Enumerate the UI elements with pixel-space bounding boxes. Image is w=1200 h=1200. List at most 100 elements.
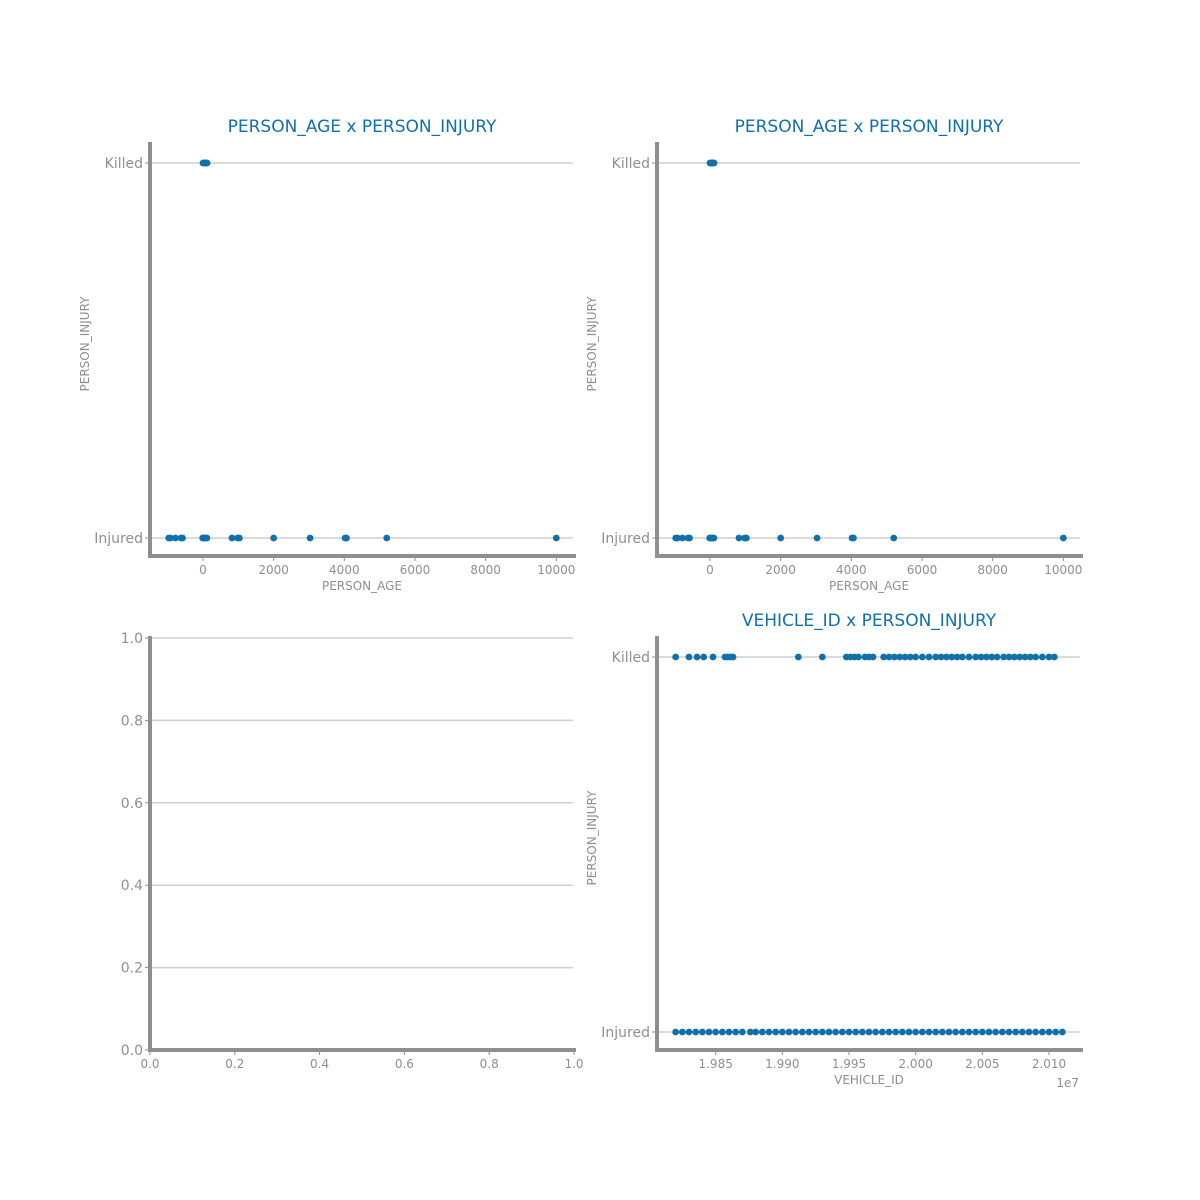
scatter-point (692, 1028, 700, 1036)
scatter-point (854, 653, 862, 661)
scatter-point (772, 1028, 780, 1036)
y-tick-label: 0.4 (121, 878, 143, 894)
y-tick-label: Injured (601, 531, 650, 547)
x-tick-label: 1.995 (832, 1057, 866, 1071)
scatter-point (937, 653, 945, 661)
x-tick-label: 2.010 (1032, 1057, 1066, 1071)
scatter-point (958, 653, 966, 661)
y-axis-label: PERSON_INJURY (585, 790, 599, 886)
y-tick-label: 1.0 (121, 631, 143, 647)
scatter-point (725, 1028, 733, 1036)
scatter-point (890, 534, 898, 542)
x-tick-label: 4000 (329, 563, 360, 577)
scatter-point (982, 653, 990, 661)
scatter-point (1010, 653, 1018, 661)
scatter-point (942, 653, 950, 661)
scatter-point (845, 1028, 853, 1036)
scatter-point (698, 1028, 706, 1036)
scatter-point (383, 534, 391, 542)
scatter-point (978, 1028, 986, 1036)
x-tick-label: 1.990 (765, 1057, 799, 1071)
scatter-point (972, 653, 980, 661)
scatter-point (958, 1028, 966, 1036)
scatter-point (1032, 1028, 1040, 1036)
scatter-point (693, 653, 701, 661)
y-tick-label: Killed (612, 650, 650, 666)
scatter-point (896, 653, 904, 661)
scatter-point (953, 653, 961, 661)
scatter-point (685, 653, 693, 661)
scatter-point (792, 1028, 800, 1036)
chart-title: PERSON_AGE x PERSON_INJURY (228, 117, 497, 137)
scatter-point (1000, 653, 1008, 661)
scatter-point (794, 653, 802, 661)
scatter-point (890, 653, 898, 661)
x-tick-label: 0 (199, 563, 207, 577)
scatter-point (858, 1028, 866, 1036)
y-axis-label: PERSON_INJURY (78, 296, 92, 392)
scatter-point (885, 653, 893, 661)
scatter-point (1052, 1028, 1060, 1036)
scatter-point (1005, 653, 1013, 661)
scatter-point (1045, 1028, 1053, 1036)
scatter-point (865, 1028, 873, 1036)
x-tick-label: 1.985 (698, 1057, 732, 1071)
scatter-point (1021, 653, 1029, 661)
scatter-point (172, 534, 179, 542)
scatter-point (203, 534, 211, 542)
scatter-point (678, 1028, 686, 1036)
scatter-point (965, 1028, 973, 1036)
scatter-point (1025, 1028, 1033, 1036)
scatter-point (872, 1028, 880, 1036)
y-tick-label: 0.6 (121, 796, 143, 812)
scatter-point (778, 1028, 786, 1036)
x-tick-label: 0.0 (140, 1057, 159, 1071)
scatter-point (912, 1028, 920, 1036)
scatter-point (179, 534, 186, 542)
scatter-point (852, 1028, 860, 1036)
scatter-point (686, 534, 693, 542)
scatter-point (972, 1028, 980, 1036)
scatter-point (167, 534, 174, 542)
scatter-point (892, 1028, 900, 1036)
scatter-point (798, 1028, 806, 1036)
y-tick-label: 0.2 (121, 961, 143, 977)
scatter-point (988, 653, 996, 661)
x-tick-label: 2.000 (898, 1057, 932, 1071)
x-tick-label: 1.0 (564, 1057, 583, 1071)
x-tick-label: 6000 (400, 563, 431, 577)
scatter-point (672, 1028, 680, 1036)
scatter-point (818, 1028, 826, 1036)
scatter-point (235, 534, 243, 542)
x-tick-label: 0 (706, 563, 714, 577)
scatter-point (1050, 653, 1058, 661)
scatter-point (850, 534, 857, 542)
subplot-2: Injured Killed 0 2000 4000 6000 8000 10000 PERSO… (585, 117, 1083, 593)
subplot-1: Injured Killed 0 2000 4000 6000 8000 10000 PERSO… (78, 117, 576, 593)
scatter-point (925, 1028, 933, 1036)
chart-title: VEHICLE_ID x PERSON_INJURY (742, 611, 997, 631)
scatter-point (203, 159, 211, 167)
y-tick-label: Killed (612, 156, 650, 172)
scatter-point (732, 1028, 740, 1036)
scatter-point (1005, 1028, 1013, 1036)
y-tick-label: 0.0 (121, 1043, 143, 1059)
scatter-point (812, 1028, 820, 1036)
scatter-point (1058, 1028, 1066, 1036)
x-axis-label: PERSON_AGE (322, 579, 402, 593)
scatter-point (1018, 1028, 1026, 1036)
scatter-point (735, 534, 743, 542)
scatter-point (709, 653, 717, 661)
scatter-point (938, 1028, 946, 1036)
chart-title: PERSON_AGE x PERSON_INJURY (735, 117, 1004, 137)
x-tick-label: 8000 (470, 563, 501, 577)
scatter-point (901, 653, 909, 661)
y-axis-label: PERSON_INJURY (585, 296, 599, 392)
scatter-point (710, 534, 718, 542)
subplot-4: Injured Killed 1.985 1.990 1.995 2.000 2.005 2.… (585, 611, 1083, 1090)
scatter-point (738, 1028, 746, 1036)
scatter-point (270, 534, 278, 542)
scatter-point (228, 534, 236, 542)
scatter-point (898, 1028, 906, 1036)
x-offset-label: 1e7 (1056, 1076, 1079, 1090)
